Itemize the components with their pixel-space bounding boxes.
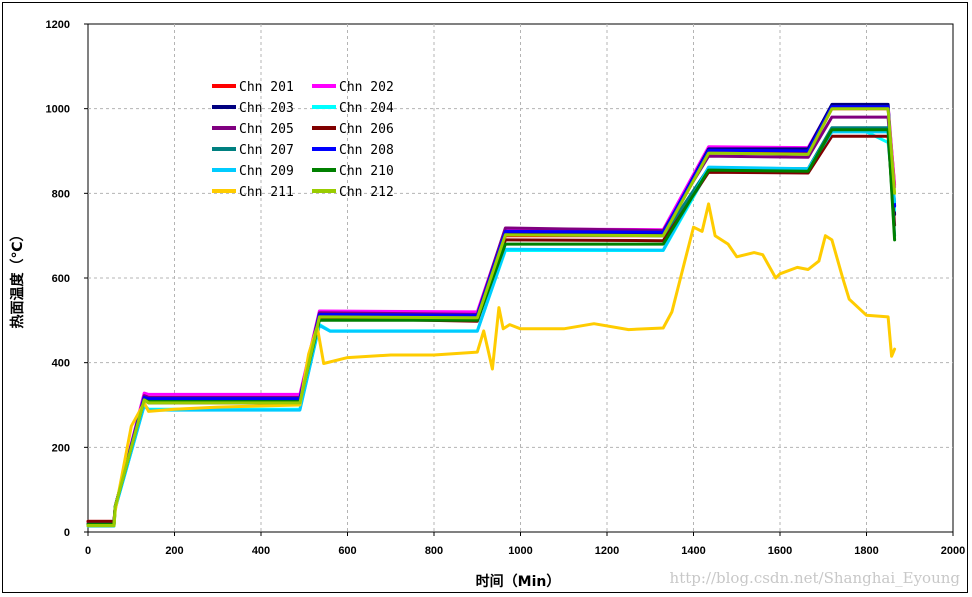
legend: Chn 201 Chn 202 Chn 203 Chn 204 Chn 205 Chn 2… xyxy=(212,80,394,200)
x-axis-title: 时间（Min） xyxy=(476,573,561,590)
legend-label: Chn 212 xyxy=(339,185,394,200)
y-axis-ticks: 0 200 400 600 800 1000 1200 xyxy=(46,19,88,539)
y-tick-label: 400 xyxy=(52,358,70,370)
legend-label: Chn 211 xyxy=(239,185,294,200)
legend-label: Chn 206 xyxy=(339,122,394,137)
y-tick-label: 0 xyxy=(64,527,70,539)
legend-label: Chn 207 xyxy=(239,143,294,158)
series-lines xyxy=(86,102,897,528)
legend-label: Chn 208 xyxy=(339,143,394,158)
y-tick-label: 1200 xyxy=(46,19,70,31)
legend-label: Chn 210 xyxy=(339,164,394,179)
x-tick-label: 1200 xyxy=(595,545,619,557)
y-axis-title: 热面温度（℃） xyxy=(9,228,26,329)
y-tick-label: 200 xyxy=(52,442,70,454)
legend-label: Chn 205 xyxy=(239,122,294,137)
x-tick-label: 0 xyxy=(85,545,91,557)
x-tick-label: 200 xyxy=(165,545,183,557)
legend-label: Chn 204 xyxy=(339,101,394,116)
legend-label: Chn 203 xyxy=(239,101,294,116)
x-tick-label: 1400 xyxy=(681,545,705,557)
x-tick-label: 1000 xyxy=(508,545,532,557)
x-tick-label: 2000 xyxy=(941,545,965,557)
series-line-11 xyxy=(86,202,897,528)
x-tick-label: 1600 xyxy=(768,545,792,557)
grid-lines xyxy=(88,24,953,532)
x-tick-label: 400 xyxy=(252,545,270,557)
x-tick-label: 600 xyxy=(338,545,356,557)
legend-label: Chn 209 xyxy=(239,164,294,179)
y-tick-label: 1000 xyxy=(46,104,70,116)
x-axis-ticks: 0 200 400 600 800 1000 1200 1400 1600 1800 2000 xyxy=(85,532,965,557)
watermark-text: http://blog.csdn.net/Shanghai_Eyoung xyxy=(670,569,961,587)
x-tick-label: 800 xyxy=(425,545,443,557)
legend-label: Chn 202 xyxy=(339,80,394,95)
y-tick-label: 800 xyxy=(52,188,70,200)
x-tick-label: 1800 xyxy=(854,545,878,557)
legend-label: Chn 201 xyxy=(239,80,294,95)
series-line-12 xyxy=(86,107,897,528)
y-tick-label: 600 xyxy=(52,273,70,285)
